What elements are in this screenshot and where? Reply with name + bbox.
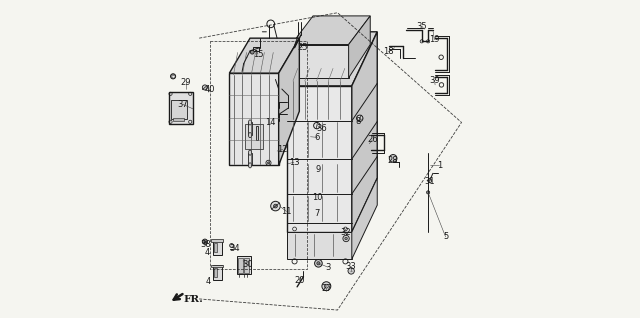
Polygon shape	[291, 16, 371, 45]
Circle shape	[268, 162, 269, 164]
Polygon shape	[287, 232, 352, 259]
Bar	[172, 100, 187, 119]
Text: 39: 39	[429, 76, 440, 85]
Text: 40: 40	[205, 85, 216, 93]
Bar	[244, 258, 249, 273]
Ellipse shape	[248, 133, 252, 138]
Polygon shape	[291, 45, 349, 78]
Text: 26: 26	[367, 135, 378, 144]
Text: 7: 7	[315, 209, 320, 218]
Bar	[211, 239, 223, 242]
Text: 38: 38	[201, 240, 212, 249]
Text: 36: 36	[316, 124, 327, 133]
Circle shape	[230, 244, 234, 247]
Circle shape	[389, 155, 397, 162]
Text: 13: 13	[289, 158, 300, 167]
Ellipse shape	[248, 120, 252, 125]
Circle shape	[343, 235, 349, 242]
Circle shape	[202, 85, 207, 90]
Polygon shape	[229, 73, 278, 165]
Ellipse shape	[248, 163, 252, 168]
Ellipse shape	[248, 150, 252, 155]
Polygon shape	[287, 32, 377, 86]
Text: 14: 14	[266, 118, 276, 127]
Text: 18: 18	[383, 47, 394, 56]
Text: 27: 27	[321, 284, 332, 293]
Circle shape	[273, 204, 277, 208]
Text: 32: 32	[340, 228, 351, 237]
Bar	[253, 47, 259, 51]
Bar	[211, 265, 223, 267]
Bar	[212, 265, 222, 280]
Circle shape	[426, 191, 429, 194]
Circle shape	[322, 282, 331, 291]
Circle shape	[356, 115, 363, 121]
Text: 6: 6	[315, 133, 320, 142]
Text: 25: 25	[297, 43, 308, 52]
Text: 11: 11	[282, 207, 292, 216]
Circle shape	[202, 239, 207, 244]
Bar	[169, 92, 193, 124]
Bar	[173, 118, 184, 121]
Text: 30: 30	[242, 260, 253, 269]
Text: 10: 10	[312, 193, 323, 202]
Text: 34: 34	[230, 244, 240, 252]
Bar	[212, 240, 222, 255]
Text: 31: 31	[424, 177, 435, 186]
Text: 12: 12	[278, 145, 288, 154]
Bar	[245, 124, 263, 149]
Polygon shape	[349, 16, 371, 78]
Bar	[257, 126, 259, 140]
Polygon shape	[278, 38, 300, 165]
Polygon shape	[287, 86, 352, 232]
Text: 19: 19	[429, 35, 440, 44]
Text: 28: 28	[388, 156, 399, 165]
Circle shape	[345, 237, 348, 240]
Bar	[248, 153, 252, 165]
Circle shape	[315, 259, 322, 267]
Circle shape	[317, 262, 320, 265]
Circle shape	[250, 50, 254, 54]
Text: 1: 1	[436, 161, 442, 170]
Text: 9: 9	[316, 165, 321, 174]
Text: 4: 4	[205, 277, 211, 286]
Text: 3: 3	[325, 263, 331, 272]
Text: 35: 35	[417, 22, 427, 31]
Polygon shape	[229, 38, 300, 73]
Text: 15: 15	[253, 50, 263, 59]
Text: 37: 37	[177, 100, 188, 109]
Text: 4: 4	[205, 248, 210, 257]
Bar	[248, 122, 252, 135]
Text: FR.: FR.	[184, 295, 204, 304]
Text: 29: 29	[180, 78, 191, 86]
Bar	[237, 256, 251, 274]
Circle shape	[271, 201, 280, 211]
Text: 33: 33	[346, 262, 356, 271]
Bar	[214, 268, 218, 277]
Circle shape	[170, 74, 175, 79]
Text: 20: 20	[294, 276, 305, 285]
Polygon shape	[352, 178, 377, 259]
Polygon shape	[352, 32, 377, 232]
Text: 8: 8	[355, 117, 361, 126]
Circle shape	[204, 241, 206, 243]
Bar	[238, 258, 243, 273]
Text: 5: 5	[443, 232, 448, 241]
Circle shape	[348, 268, 355, 274]
Bar	[214, 243, 218, 252]
